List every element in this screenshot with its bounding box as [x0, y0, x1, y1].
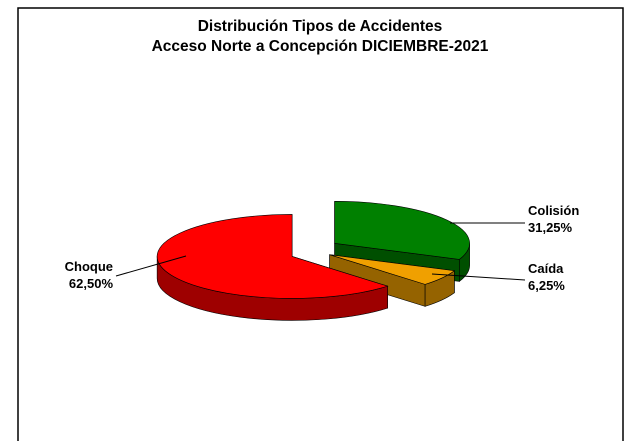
chart-title: Distribución Tipos de Accidentes	[198, 18, 443, 35]
chart-subtitle: Acceso Norte a Concepción DICIEMBRE-2021	[152, 38, 489, 55]
leader-line	[115, 255, 187, 277]
slice-label: Choque	[65, 259, 113, 274]
slice-label: Colisión	[528, 203, 579, 218]
leader-line	[431, 273, 526, 281]
slice-top	[329, 254, 456, 285]
slice-top	[156, 214, 389, 299]
chart-frame	[17, 7, 624, 446]
pie-slice	[156, 214, 389, 321]
slice-value-label: 6,25%	[528, 278, 565, 293]
slice-top	[334, 201, 470, 260]
slice-value-label: 62,50%	[69, 276, 114, 291]
slice-label: Caída	[528, 261, 564, 276]
slice-value-label: 31,25%	[528, 220, 573, 235]
